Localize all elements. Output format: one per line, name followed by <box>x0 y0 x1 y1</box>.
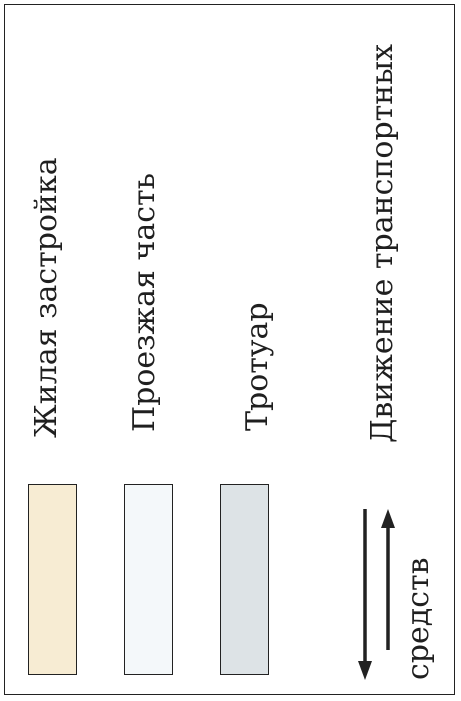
legend-frame <box>4 4 455 695</box>
residential-swatch <box>28 484 77 675</box>
sidewalk-swatch <box>220 484 269 675</box>
arrow-down-icon <box>358 509 372 680</box>
roadway-swatch <box>124 484 173 675</box>
arrow-up-icon <box>381 509 395 650</box>
